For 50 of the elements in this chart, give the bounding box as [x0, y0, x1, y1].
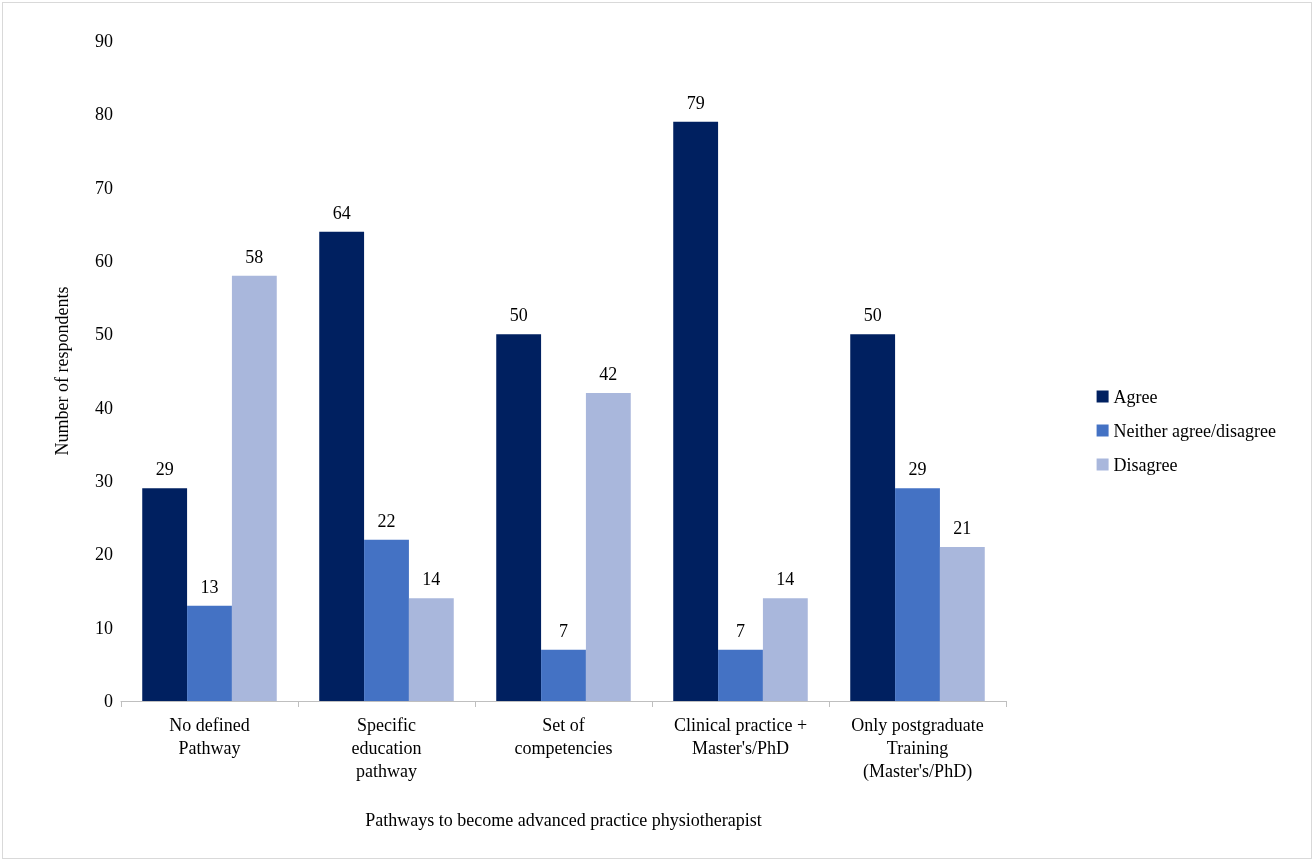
y-tick-label: 30 [95, 471, 113, 491]
legend-label: Disagree [1113, 454, 1178, 475]
data-label: 64 [332, 202, 351, 223]
bar [762, 598, 808, 701]
bar [939, 547, 985, 701]
x-tick-label: Specific education pathway [351, 714, 422, 781]
y-tick-label: 0 [104, 691, 113, 711]
x-tick-label: Only postgraduate Training (Master's/PhD) [851, 714, 984, 782]
y-axis-title: Number of respondents [52, 286, 72, 456]
data-label: 14 [776, 569, 795, 590]
data-label: 13 [200, 576, 219, 597]
bar [231, 275, 277, 701]
data-label: 7 [736, 620, 745, 641]
data-label: 42 [599, 364, 618, 384]
data-label: 21 [953, 518, 972, 538]
data-label: 29 [908, 459, 927, 480]
y-tick-label: 60 [95, 251, 113, 271]
y-tick-label: 70 [95, 177, 113, 198]
bar [364, 539, 409, 701]
data-label: 7 [559, 620, 568, 641]
y-tick-label: 80 [95, 104, 113, 125]
bar [541, 649, 586, 701]
bar [496, 334, 542, 701]
bar [895, 488, 940, 701]
bar [142, 488, 188, 701]
y-tick-label: 10 [95, 617, 113, 638]
data-label: 14 [422, 569, 441, 590]
bar [850, 334, 896, 701]
bar [718, 649, 763, 701]
bar [408, 598, 454, 701]
data-label: 79 [686, 92, 705, 113]
data-label: 29 [155, 459, 174, 480]
x-tick-label: No defined Pathway [169, 714, 250, 758]
data-label: 58 [245, 246, 264, 267]
bar [673, 121, 719, 701]
x-tick-label: Clinical practice + Master's/PhD [673, 714, 808, 758]
data-label: 50 [863, 305, 882, 326]
legend-label: Neither agree/disagree [1113, 420, 1277, 441]
legend-label: Agree [1113, 386, 1158, 407]
bar [319, 231, 365, 701]
x-tick-label: Set of competencies [514, 714, 613, 758]
data-label: 50 [509, 305, 528, 326]
bar [187, 605, 232, 701]
bar [585, 393, 631, 701]
y-tick-label: 90 [95, 31, 113, 51]
y-tick-label: 20 [95, 544, 113, 565]
x-axis-title: Pathways to become advanced practice physiotherapist [365, 810, 762, 830]
y-tick-label: 50 [95, 324, 113, 345]
y-tick-label: 40 [95, 397, 113, 418]
data-label: 22 [377, 510, 396, 531]
